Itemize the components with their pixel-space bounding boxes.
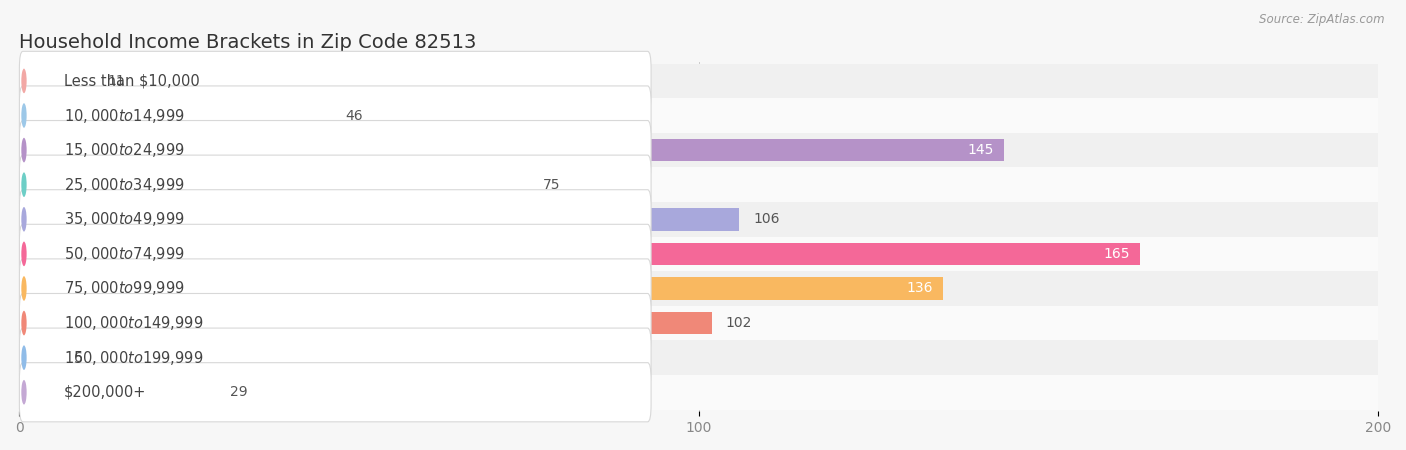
Text: $25,000 to $34,999: $25,000 to $34,999 xyxy=(63,176,184,194)
Text: $100,000 to $149,999: $100,000 to $149,999 xyxy=(63,314,202,332)
Text: 75: 75 xyxy=(543,178,560,192)
Bar xyxy=(20,167,1378,202)
Text: $200,000+: $200,000+ xyxy=(63,385,146,400)
Bar xyxy=(20,173,529,196)
Text: Household Income Brackets in Zip Code 82513: Household Income Brackets in Zip Code 82… xyxy=(20,33,477,52)
Text: $150,000 to $199,999: $150,000 to $199,999 xyxy=(63,349,202,367)
Ellipse shape xyxy=(21,276,27,301)
FancyBboxPatch shape xyxy=(20,328,651,387)
Ellipse shape xyxy=(21,103,27,128)
Bar xyxy=(20,381,217,404)
Text: 29: 29 xyxy=(231,385,247,399)
Text: Source: ZipAtlas.com: Source: ZipAtlas.com xyxy=(1260,14,1385,27)
Text: $10,000 to $14,999: $10,000 to $14,999 xyxy=(63,107,184,125)
Text: 165: 165 xyxy=(1104,247,1130,261)
Text: $15,000 to $24,999: $15,000 to $24,999 xyxy=(63,141,184,159)
Ellipse shape xyxy=(21,69,27,93)
Bar xyxy=(20,70,94,92)
Bar xyxy=(20,243,1140,265)
Bar xyxy=(20,306,1378,340)
Ellipse shape xyxy=(21,242,27,266)
Text: 145: 145 xyxy=(967,143,994,157)
Text: 102: 102 xyxy=(725,316,752,330)
Bar xyxy=(20,63,1378,98)
Bar xyxy=(20,340,1378,375)
Text: 6: 6 xyxy=(73,351,83,364)
Bar xyxy=(20,104,332,127)
Text: $75,000 to $99,999: $75,000 to $99,999 xyxy=(63,279,184,297)
Bar xyxy=(20,312,713,334)
FancyBboxPatch shape xyxy=(20,293,651,353)
Ellipse shape xyxy=(21,311,27,335)
Text: Less than $10,000: Less than $10,000 xyxy=(63,73,200,88)
Text: 106: 106 xyxy=(754,212,779,226)
FancyBboxPatch shape xyxy=(20,224,651,284)
Bar xyxy=(20,375,1378,410)
Text: $35,000 to $49,999: $35,000 to $49,999 xyxy=(63,210,184,228)
Bar xyxy=(20,237,1378,271)
FancyBboxPatch shape xyxy=(20,86,651,145)
Bar xyxy=(20,133,1378,167)
Text: 46: 46 xyxy=(346,108,363,122)
FancyBboxPatch shape xyxy=(20,155,651,214)
FancyBboxPatch shape xyxy=(20,259,651,318)
Ellipse shape xyxy=(21,380,27,405)
Bar xyxy=(20,271,1378,306)
Ellipse shape xyxy=(21,346,27,370)
Bar xyxy=(20,346,60,369)
Bar xyxy=(20,139,1004,162)
Ellipse shape xyxy=(21,207,27,232)
Text: $50,000 to $74,999: $50,000 to $74,999 xyxy=(63,245,184,263)
FancyBboxPatch shape xyxy=(20,121,651,180)
Bar xyxy=(20,98,1378,133)
Ellipse shape xyxy=(21,138,27,162)
Bar xyxy=(20,202,1378,237)
Bar xyxy=(20,277,943,300)
Text: 11: 11 xyxy=(108,74,125,88)
Bar xyxy=(20,208,740,230)
Text: 136: 136 xyxy=(907,281,934,296)
FancyBboxPatch shape xyxy=(20,51,651,111)
FancyBboxPatch shape xyxy=(20,190,651,249)
FancyBboxPatch shape xyxy=(20,363,651,422)
Ellipse shape xyxy=(21,172,27,197)
